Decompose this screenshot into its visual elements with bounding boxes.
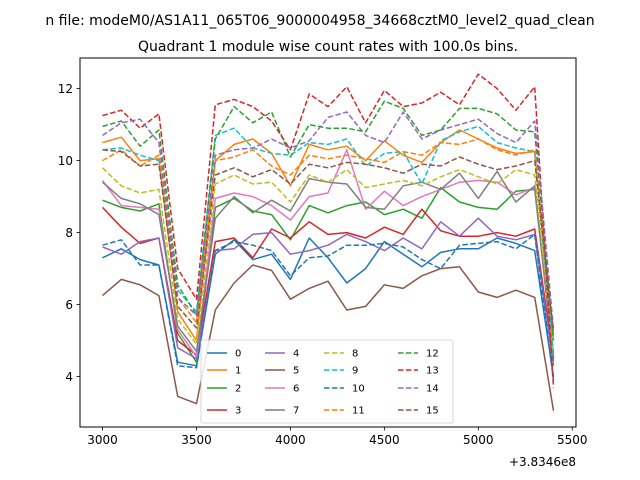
y-axis: 4 6 8 10 12 bbox=[58, 82, 80, 384]
series-line-10 bbox=[102, 233, 555, 381]
legend-label-12: 12 bbox=[426, 349, 439, 360]
series-line-11 bbox=[102, 138, 555, 338]
legend-label-8: 8 bbox=[352, 349, 358, 360]
x-tick-label: 3000 bbox=[87, 433, 118, 447]
legend-label-4: 4 bbox=[293, 349, 299, 360]
legend-label-5: 5 bbox=[293, 366, 299, 377]
x-offset-label: +3.8346e8 bbox=[509, 455, 576, 469]
series-line-4 bbox=[102, 217, 555, 366]
plot-area bbox=[101, 73, 555, 411]
legend-label-0: 0 bbox=[235, 349, 241, 360]
legend-label-13: 13 bbox=[426, 366, 439, 377]
legend-label-10: 10 bbox=[352, 384, 365, 395]
x-tick-label: 3500 bbox=[181, 433, 212, 447]
legend-label-3: 3 bbox=[235, 406, 241, 417]
legend-label-6: 6 bbox=[293, 384, 299, 395]
series-line-5 bbox=[102, 264, 555, 411]
series-line-8 bbox=[101, 167, 555, 356]
series-line-12 bbox=[102, 100, 555, 341]
y-tick-label: 6 bbox=[65, 298, 73, 312]
x-tick-label: 5500 bbox=[557, 433, 588, 447]
series-line-9 bbox=[102, 125, 555, 356]
legend-label-9: 9 bbox=[352, 366, 358, 377]
x-axis: 3000 3500 4000 4500 5000 5500 bbox=[87, 427, 588, 447]
series-line-2 bbox=[102, 186, 555, 363]
legend-label-14: 14 bbox=[426, 384, 439, 395]
x-tick-label: 4500 bbox=[369, 433, 400, 447]
y-tick-label: 10 bbox=[58, 154, 73, 168]
legend-label-15: 15 bbox=[426, 406, 439, 417]
series-line-15 bbox=[102, 149, 555, 334]
y-tick-label: 8 bbox=[65, 226, 73, 240]
figure-suptitle: n file: modeM0/AS1A11_065T06_9000004958_… bbox=[45, 13, 594, 29]
chart-title: Quadrant 1 module wise count rates with … bbox=[138, 39, 518, 55]
series-line-13 bbox=[102, 73, 555, 388]
axes-frame bbox=[79, 57, 577, 428]
legend-label-7: 7 bbox=[293, 406, 299, 417]
x-tick-label: 5000 bbox=[463, 433, 494, 447]
legend-label-11: 11 bbox=[352, 406, 365, 417]
y-tick-label: 4 bbox=[65, 370, 73, 384]
legend-label-2: 2 bbox=[235, 384, 241, 395]
legend-box bbox=[200, 339, 454, 424]
x-tick-label: 4000 bbox=[275, 433, 306, 447]
series-line-6 bbox=[101, 149, 555, 358]
series-line-3 bbox=[101, 206, 555, 359]
legend-label-1: 1 bbox=[235, 366, 241, 377]
y-tick-label: 12 bbox=[58, 82, 73, 96]
series-line-14 bbox=[102, 111, 555, 330]
